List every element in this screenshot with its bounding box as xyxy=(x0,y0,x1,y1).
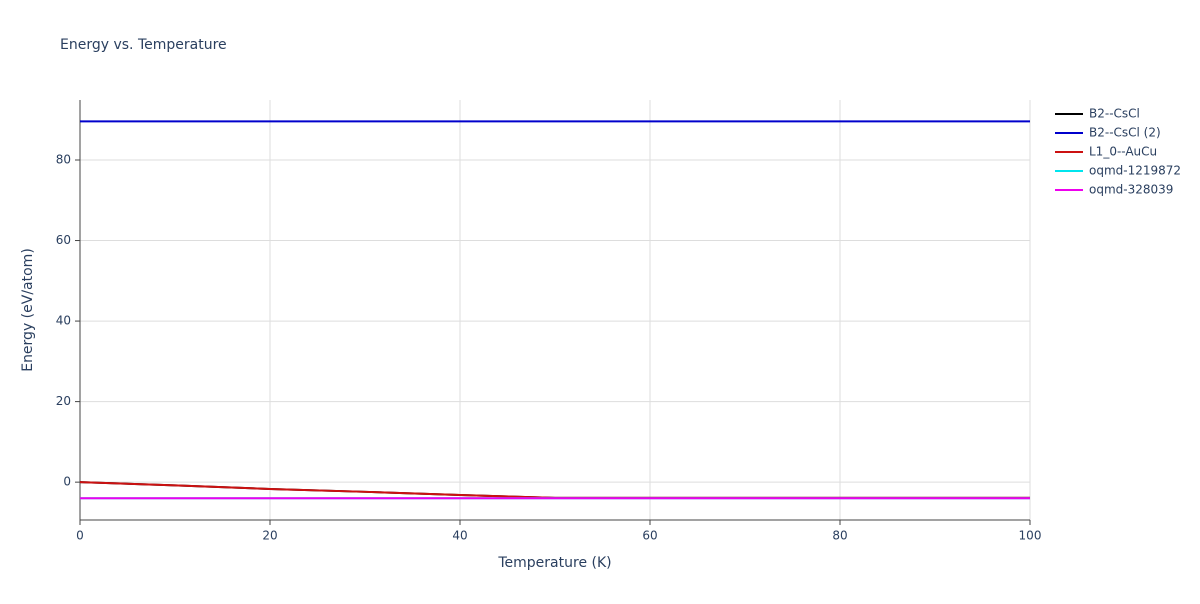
y-axis-label: Energy (eV/atom) xyxy=(20,248,36,372)
legend-label: L1_0--AuCu xyxy=(1089,145,1157,159)
x-tick-label: 20 xyxy=(262,529,277,543)
y-tick-label: 80 xyxy=(56,153,71,167)
x-tick-label: 40 xyxy=(452,529,467,543)
y-tick-label: 20 xyxy=(56,394,71,408)
x-tick-label: 100 xyxy=(1019,529,1042,543)
x-tick-label: 60 xyxy=(642,529,657,543)
x-tick-label: 80 xyxy=(832,529,847,543)
legend-label: B2--CsCl xyxy=(1089,107,1140,121)
x-tick-label: 0 xyxy=(76,529,84,543)
legend-label: oqmd-1219872 xyxy=(1089,164,1181,178)
chart-title: Energy vs. Temperature xyxy=(60,37,227,53)
legend-label: B2--CsCl (2) xyxy=(1089,126,1161,140)
y-tick-label: 0 xyxy=(63,475,71,489)
y-tick-label: 40 xyxy=(56,314,71,328)
line-series xyxy=(79,481,1030,499)
legend-label: oqmd-328039 xyxy=(1089,183,1173,197)
y-tick-label: 60 xyxy=(56,233,71,247)
line-series xyxy=(79,481,1030,499)
x-axis-label: Temperature (K) xyxy=(497,555,611,571)
